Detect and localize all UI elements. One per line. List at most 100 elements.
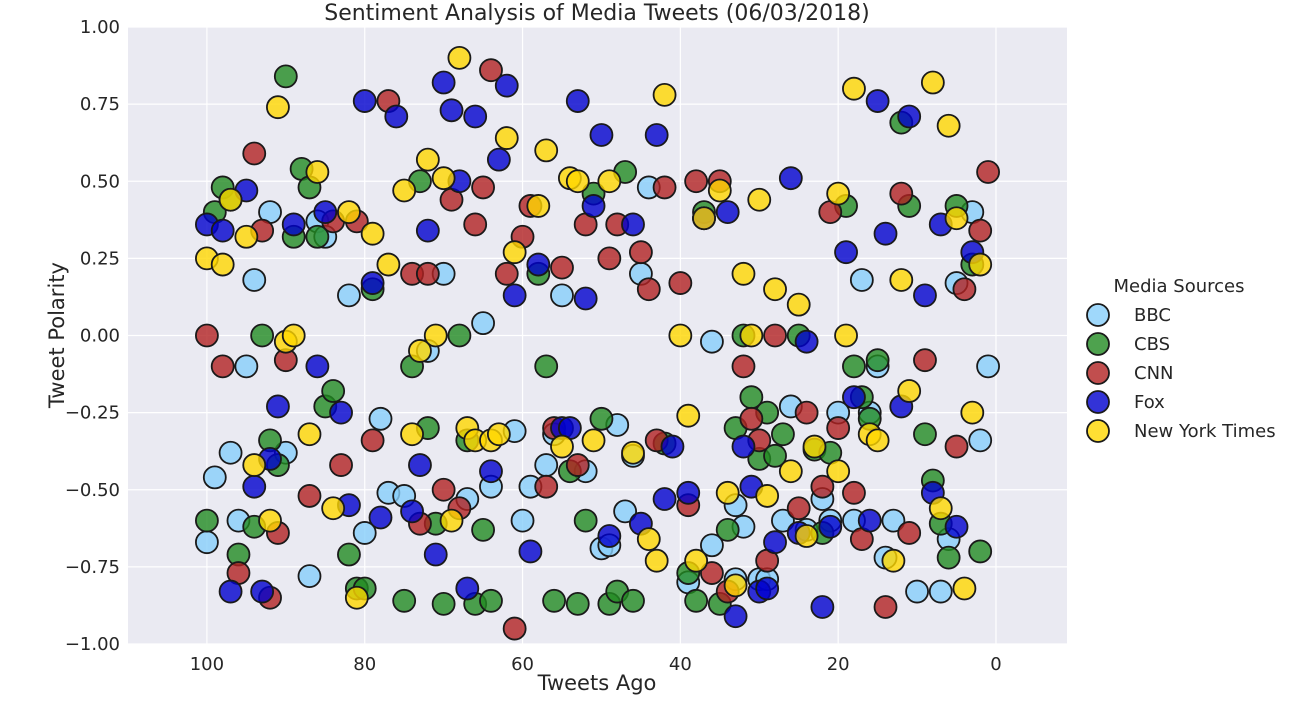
cnn-point	[550, 255, 574, 280]
new-york-times-point	[731, 261, 756, 286]
x-tick-label: 100	[190, 654, 224, 675]
bbc-point	[928, 579, 953, 604]
fox-point	[408, 453, 432, 477]
cbs-point	[771, 422, 795, 447]
cnn-point	[763, 323, 787, 348]
bbc-point	[195, 530, 219, 555]
new-york-times-point	[344, 585, 369, 610]
x-tick-label: 40	[669, 654, 692, 675]
fox-point	[581, 194, 606, 218]
fox-point	[818, 514, 843, 539]
fox-point	[763, 530, 787, 555]
new-york-times-point	[447, 45, 472, 70]
bbc-point	[771, 508, 795, 533]
fox-point	[415, 218, 440, 243]
new-york-times-point	[786, 292, 811, 317]
bbc-point	[510, 508, 535, 533]
new-york-times-point	[526, 194, 551, 218]
tick-labels: 100 80 60 40 20 0 −1.00 −0.75 −0.50 −0.25 0.00 0.25…	[65, 17, 1002, 675]
new-york-times-point	[739, 323, 764, 348]
bbc-point	[234, 354, 259, 379]
cbs-point	[392, 588, 417, 613]
cnn-point	[684, 169, 709, 194]
fox-point	[486, 147, 511, 172]
new-york-times-point	[360, 221, 385, 246]
new-york-times-point	[944, 206, 969, 231]
cnn-point	[944, 434, 969, 459]
legend-title: Media Sources	[1114, 276, 1245, 297]
fox-point	[731, 434, 756, 459]
new-york-times-point	[684, 548, 709, 573]
cnn-point	[210, 354, 235, 379]
bbc-point	[534, 453, 559, 477]
cnn-point	[636, 277, 661, 302]
new-york-times-point	[439, 508, 464, 533]
cbs-point	[684, 588, 709, 613]
fox-point	[518, 539, 543, 564]
y-tick-label: −0.50	[65, 480, 120, 501]
bbc-point	[881, 508, 906, 533]
fox-point	[250, 579, 275, 604]
cnn-point	[794, 400, 819, 425]
fox-point	[913, 283, 937, 308]
new-york-times-point	[408, 339, 432, 363]
fox-point	[439, 98, 464, 123]
fox-point	[423, 542, 448, 567]
new-york-times-point	[234, 224, 259, 249]
new-york-times-point	[897, 379, 922, 403]
fox-point	[494, 73, 519, 98]
cnn-point	[628, 240, 653, 265]
cnn-point	[842, 480, 866, 505]
new-york-times-point	[865, 428, 890, 453]
fox-point	[463, 104, 488, 129]
bbc-point	[700, 533, 724, 558]
legend-label-cbs: CBS	[1134, 334, 1170, 355]
new-york-times-point	[715, 480, 740, 505]
y-tick-label: 1.00	[80, 17, 120, 38]
new-york-times-point	[266, 95, 290, 120]
cnn-point	[360, 428, 385, 453]
new-york-times-point	[242, 453, 267, 477]
cbs-point	[565, 591, 590, 616]
cnn-point	[826, 416, 851, 440]
new-york-times-point	[652, 82, 677, 107]
fox-point	[842, 385, 866, 410]
new-york-times-point	[376, 252, 401, 277]
new-york-times-point	[928, 496, 953, 521]
new-york-times-point	[826, 181, 851, 206]
cbs-point	[471, 517, 495, 542]
cnn-point	[913, 348, 937, 373]
fox-point	[281, 212, 306, 237]
new-york-times-point	[297, 422, 322, 447]
fox-point	[352, 89, 377, 113]
fox-point	[360, 271, 385, 295]
bbc-point	[905, 579, 929, 604]
new-york-times-point	[668, 323, 693, 348]
fox-point	[944, 514, 969, 539]
fox-point	[431, 70, 456, 95]
fox-point	[597, 524, 622, 548]
y-tick-label: 0.75	[80, 94, 120, 115]
cnn-point	[195, 323, 219, 348]
new-york-times-point	[936, 113, 961, 138]
fox-point	[897, 104, 922, 129]
cbs-point	[447, 323, 472, 348]
fox-point	[723, 604, 748, 629]
cbs-point	[479, 588, 503, 613]
bbc-point	[550, 283, 574, 308]
new-york-times-point	[960, 400, 985, 425]
cnn-point	[897, 521, 922, 545]
fox-point	[455, 576, 480, 601]
new-york-times-point	[486, 422, 511, 447]
legend-label-new-york-times: New York Times	[1134, 421, 1276, 442]
new-york-times-point	[834, 323, 858, 348]
new-york-times-point	[400, 422, 424, 447]
new-york-times-point	[423, 323, 448, 348]
fox-point	[873, 221, 898, 246]
new-york-times-point	[881, 548, 906, 573]
new-york-times-point	[692, 206, 716, 231]
cnn-point	[739, 406, 764, 431]
fox-point	[621, 212, 645, 237]
cbs-point	[715, 517, 740, 542]
